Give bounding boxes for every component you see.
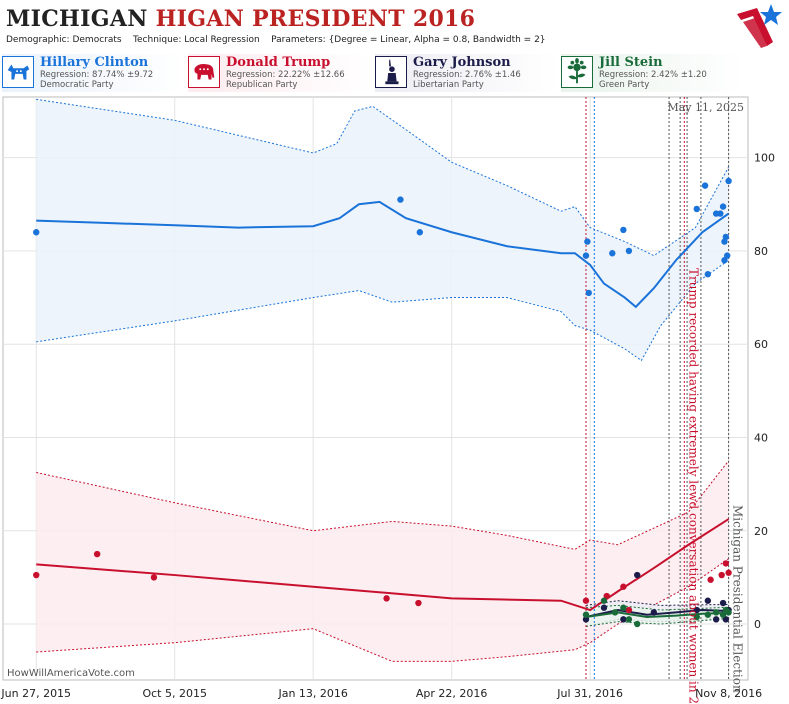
poll-point [585, 289, 592, 297]
candidate-party: Democratic Party [40, 80, 114, 90]
poll-point [620, 583, 627, 590]
poll-point [397, 196, 404, 203]
poll-point [620, 604, 627, 611]
poll-point [704, 611, 712, 618]
x-tick-label: Apr 22, 2016 [416, 687, 488, 700]
poll-point [625, 247, 633, 255]
poll-point [620, 616, 627, 623]
poll-point [719, 599, 727, 607]
poll-point [693, 205, 700, 213]
poll-point [722, 560, 730, 567]
chart-parameters: Demographic: Democrats Technique: Local … [6, 35, 546, 45]
y-tick-label: 40 [754, 431, 768, 444]
poll-point [719, 611, 727, 618]
elephant-icon [188, 56, 220, 88]
poll-point [416, 229, 424, 236]
poll-point [150, 574, 158, 581]
poll-point [93, 550, 101, 558]
confidence-band [36, 99, 729, 361]
x-tick-label: Nov 8, 2016 [695, 687, 762, 700]
poll-point [701, 182, 709, 189]
poll-point [634, 571, 641, 579]
candidate-card-johnson[interactable]: Gary Johnson Regression: 2.76% ±1.46 Lib… [375, 54, 558, 92]
candidate-party: Libertarian Party [413, 80, 484, 90]
poll-point [383, 595, 390, 602]
poll-point [717, 210, 724, 217]
x-tick-label: Jul 31, 2016 [556, 687, 623, 700]
candidate-name: Gary Johnson [413, 55, 511, 70]
candidate-name: Jill Stein [599, 55, 663, 70]
poll-point [704, 271, 712, 278]
poll-point [725, 177, 732, 185]
poll-point [620, 226, 627, 234]
page-title: MICHIGAN HIGAN PRESIDENT 2016 [6, 6, 476, 32]
poll-point [725, 609, 732, 616]
candidate-card-stein[interactable]: Jill Stein Regression: 2.42% ±1.20 Green… [561, 54, 744, 92]
event-annotation: Trump recorded having extremely lewd con… [686, 268, 700, 704]
liberty-icon [375, 56, 407, 88]
poll-point [634, 620, 641, 628]
candidate-regression: Regression: 87.74% ±9.72 [40, 70, 154, 80]
regression-line [36, 200, 730, 309]
y-tick-label: 20 [754, 525, 768, 538]
poll-point [625, 616, 633, 623]
poll-point [584, 238, 591, 245]
candidate-card-clinton[interactable]: Hillary Clinton Regression: 87.74% ±9.72… [2, 54, 185, 92]
poll-point [712, 609, 720, 616]
candidate-legend: Hillary Clinton Regression: 87.74% ±9.72… [0, 54, 789, 94]
poll-point [722, 233, 730, 241]
sunflower-icon [561, 56, 593, 88]
poll-point [611, 609, 619, 616]
poll-point [415, 599, 422, 607]
poll-point [724, 252, 731, 259]
candidate-name: Donald Trump [226, 55, 331, 70]
confidence-band [36, 460, 729, 662]
current-date-label: May 11, 2025 [667, 101, 744, 114]
poll-point [600, 604, 608, 611]
y-tick-label: 80 [754, 245, 768, 258]
poll-point [582, 611, 590, 618]
poll-point [712, 616, 720, 623]
regression-line [36, 518, 730, 612]
candidate-party: Green Party [599, 80, 650, 90]
x-tick-label: Oct 5, 2015 [142, 687, 207, 700]
x-tick-label: Jan 13, 2016 [277, 687, 347, 700]
poll-point [582, 616, 590, 623]
poll-point [693, 613, 700, 621]
event-annotation: Michigan Presidential Election [731, 505, 745, 693]
poll-point [625, 606, 633, 614]
donkey-icon [2, 56, 34, 88]
poll-point [603, 592, 610, 600]
candidate-regression: Regression: 2.42% ±1.20 [599, 70, 707, 80]
y-tick-label: 100 [754, 152, 775, 165]
candidate-regression: Regression: 22.22% ±12.66 [226, 70, 345, 80]
candidate-name: Hillary Clinton [40, 55, 149, 70]
poll-point [718, 571, 725, 579]
poll-point [693, 606, 700, 614]
x-tick-label: Jun 27, 2015 [0, 687, 71, 700]
poll-point [719, 203, 727, 210]
poll-point [704, 597, 712, 604]
lower-bound-line [36, 259, 729, 362]
y-tick-label: 0 [754, 618, 761, 631]
poll-point [33, 229, 40, 236]
poll-point [33, 571, 40, 579]
poll-point [722, 616, 730, 623]
candidate-party: Republican Party [226, 80, 298, 90]
poll-point [725, 569, 732, 576]
watermark: HowWillAmericaVote.com [7, 668, 135, 679]
poll-point [600, 597, 608, 604]
candidate-card-trump[interactable]: Donald Trump Regression: 22.22% ±12.66 R… [188, 54, 371, 92]
poll-point [582, 597, 590, 604]
poll-point [650, 609, 658, 616]
poll-point [721, 257, 728, 264]
poll-point [707, 576, 714, 583]
poll-point [609, 250, 616, 257]
poll-point [582, 252, 590, 259]
candidate-regression: Regression: 2.76% ±1.46 [413, 70, 521, 80]
star-flag-logo-icon [737, 4, 782, 48]
y-tick-label: 60 [754, 338, 768, 351]
